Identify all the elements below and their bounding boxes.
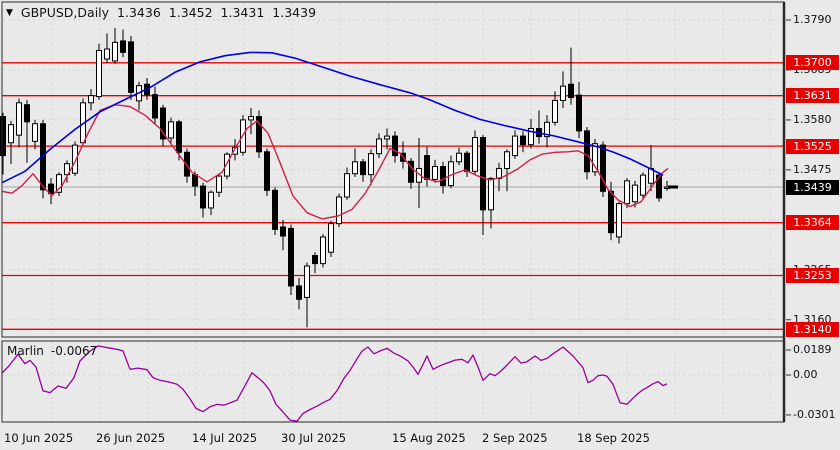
date-label: 14 Jul 2025: [192, 431, 258, 445]
current-price-tag: 1.3439: [786, 179, 839, 195]
symbol-dropdown-icon[interactable]: ▼: [6, 7, 13, 18]
ohlc-close: 1.3439: [272, 5, 317, 20]
indicator-tick-label: 0.0189: [793, 342, 832, 356]
indicator-name: Marlin: [7, 344, 44, 358]
indicator-tick-label: -0.0301: [793, 407, 836, 421]
price-tick-label: 1.3580: [793, 112, 832, 126]
grid: [3, 3, 783, 421]
candlestick-series: [0, 28, 670, 328]
date-label: 15 Aug 2025: [392, 431, 466, 445]
date-label: 2 Sep 2025: [482, 431, 548, 445]
symbol-period-label: GBPUSD,Daily: [20, 5, 110, 20]
level-price-tag: 1.3700: [786, 55, 839, 71]
price-tick-label: 1.3475: [793, 162, 832, 176]
ohlc-high: 1.3452: [168, 5, 213, 20]
panel-borders: [1, 1, 786, 423]
date-label: 26 Jun 2025: [96, 431, 166, 445]
date-label: 18 Sep 2025: [577, 431, 650, 445]
indicator-tick-label: 0.00: [793, 368, 818, 381]
ma-slow-line: [1, 51, 664, 184]
level-price-tag: 1.3364: [786, 215, 839, 231]
ohlc-low: 1.3431: [220, 5, 265, 20]
date-label: 30 Jul 2025: [281, 431, 347, 445]
marlin-line: [1, 345, 668, 422]
level-price-tag: 1.3631: [786, 88, 839, 104]
date-label: 10 Jun 2025: [4, 431, 74, 445]
level-price-tag: 1.3253: [786, 268, 839, 283]
ohlc-open: 1.3436: [117, 5, 161, 20]
level-price-tag: 1.3140: [786, 321, 839, 337]
ma-fast-line: [1, 103, 669, 220]
price-tick-label: 1.3790: [793, 13, 832, 26]
chart-title: ▼ GBPUSD,Daily 1.3436 1.3452 1.3431 1.34…: [6, 5, 316, 20]
indicator-value: -0.0067: [50, 344, 98, 358]
indicator-title: Marlin -0.0067: [7, 344, 97, 358]
level-price-tag: 1.3525: [786, 138, 839, 154]
